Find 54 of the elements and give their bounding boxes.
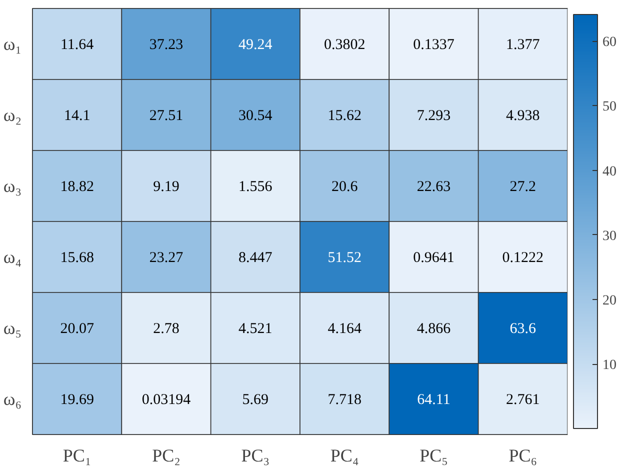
x-tick-label: PC₅: [420, 446, 448, 466]
data-label: 15.62: [328, 108, 362, 124]
data-label: 49.24: [238, 37, 273, 53]
data-label: 0.1337: [413, 37, 455, 53]
data-label: 20.6: [331, 179, 358, 195]
color-bar-label: 10: [602, 358, 616, 374]
data-label: 9.19: [153, 179, 180, 195]
color-bar-label: 30: [602, 228, 616, 244]
data-label: 4.521: [238, 321, 272, 337]
data-label: 30.54: [238, 108, 273, 124]
color-bar-label: 50: [602, 100, 616, 115]
data-label: 1.556: [238, 179, 273, 195]
y-tick-label: ω₂: [3, 105, 22, 125]
color-bar-label: 40: [602, 164, 616, 180]
data-label: 4.164: [328, 321, 362, 337]
color-bar-label: 20: [602, 293, 616, 308]
x-tick-label: PC₃: [241, 446, 270, 466]
data-label: 7.718: [328, 392, 362, 408]
data-label: 1.377: [506, 37, 540, 53]
x-tick-label: PC₁: [62, 446, 92, 466]
y-tick-label: ω₁: [3, 34, 22, 54]
data-label: 37.23: [149, 37, 184, 53]
data-label: 5.69: [242, 392, 269, 408]
data-label: 4.938: [506, 108, 540, 124]
data-label: 11.64: [60, 37, 94, 53]
y-tick-label: ω₆: [3, 389, 22, 409]
data-label: 2.761: [506, 392, 540, 408]
x-tick-label: PC₂: [152, 446, 180, 466]
data-label: 27.2: [510, 179, 536, 195]
x-tick-label: PC₆: [508, 446, 538, 466]
y-tick-label: ω₄: [3, 247, 22, 267]
x-tick-label: PC₄: [330, 446, 359, 466]
data-label: 0.9641: [413, 250, 454, 266]
data-label: 0.03194: [142, 392, 192, 408]
data-label: 4.866: [416, 321, 452, 337]
data-label: 27.51: [149, 108, 184, 124]
color-bar-label: 60: [602, 35, 616, 50]
data-label: 8.447: [238, 250, 273, 266]
data-label: 64.11: [417, 392, 450, 408]
data-label: 20.07: [60, 321, 94, 337]
data-label: 0.3802: [324, 37, 366, 53]
data-label: 19.69: [60, 392, 94, 408]
data-label: 15.68: [60, 250, 94, 266]
data-label: 23.27: [149, 250, 184, 266]
data-label: 51.52: [328, 250, 362, 266]
data-label: 7.293: [416, 108, 451, 124]
y-tick-label: ω₅: [3, 318, 22, 338]
data-label: 22.63: [416, 179, 451, 195]
data-label: 63.6: [510, 321, 537, 337]
data-label: 14.1: [64, 108, 90, 124]
data-label: 0.1222: [502, 250, 544, 266]
data-label: 2.78: [153, 321, 180, 337]
y-tick-label: ω₃: [3, 176, 22, 196]
data-label: 18.82: [60, 179, 94, 195]
